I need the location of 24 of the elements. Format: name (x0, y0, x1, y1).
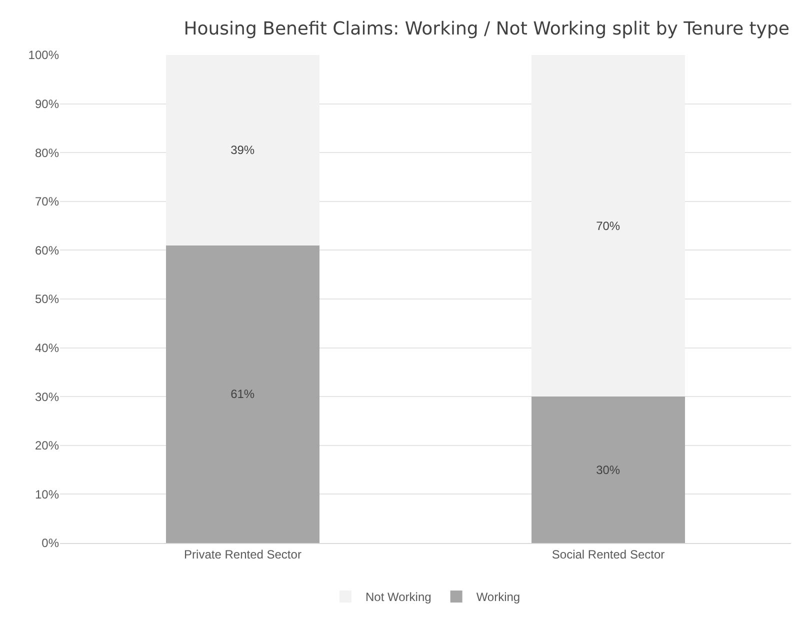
data-label: 30% (596, 462, 620, 477)
chart-title: Housing Benefit Claims: Working / Not Working split by Tenure type (184, 18, 790, 40)
y-tick-label: 40% (34, 341, 60, 355)
legend-label: Working (476, 590, 520, 604)
bar (532, 396, 686, 543)
y-tick-label: 20% (34, 438, 60, 453)
y-tick-label: 30% (34, 390, 60, 404)
y-tick-label: 80% (34, 146, 60, 160)
data-label: 39% (230, 143, 255, 158)
bar (166, 55, 320, 246)
bar (166, 245, 320, 543)
data-label: 61% (230, 387, 255, 402)
x-tick-label: Private Rented Sector (184, 547, 302, 562)
y-tick-label: 0% (42, 536, 60, 550)
y-tick-label: 10% (34, 487, 60, 502)
y-tick-label: 50% (34, 292, 60, 306)
bar (532, 55, 686, 397)
y-tick-label: 90% (34, 97, 60, 111)
y-tick-label: 60% (34, 243, 60, 258)
data-label: 70% (596, 218, 620, 233)
y-tick-label: 100% (28, 48, 60, 62)
x-tick-label: Social Rented Sector (552, 547, 665, 562)
y-tick-label: 70% (34, 194, 60, 209)
legend-label: Not Working (366, 590, 432, 604)
